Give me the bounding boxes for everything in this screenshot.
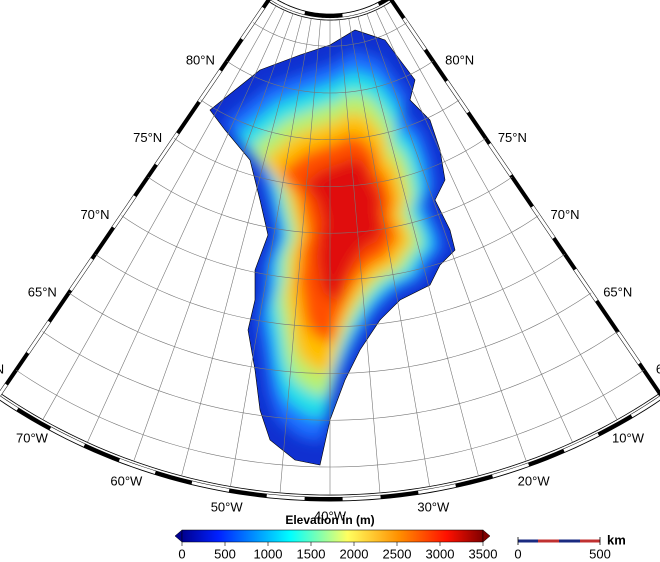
lat-label: 60°N [0, 362, 4, 377]
meridian [383, 5, 618, 420]
lon-label: 50°W [211, 500, 244, 515]
meridian [375, 10, 573, 443]
lat-label: 65°N [28, 284, 57, 299]
lon-label: 40°W [314, 508, 347, 523]
colorbar-tick-label: 1000 [254, 546, 283, 561]
lat-label: 80°N [445, 53, 474, 68]
lat-label: 75°N [498, 130, 527, 145]
lat-label: 60°N [656, 362, 660, 377]
meridian [87, 10, 285, 443]
lon-label: 20°W [518, 473, 551, 488]
colorbar-low-arrow [174, 529, 183, 543]
meridian [181, 16, 303, 476]
colorbar-tick-label: 2500 [383, 546, 412, 561]
colorbar: Elevation in (m) 0 500 1000 1500 2000 2500 300… [174, 513, 498, 561]
colorbar-ramp [181, 529, 484, 543]
meridian [230, 18, 312, 487]
meridian [279, 19, 321, 493]
scale-bar-label: 0 [514, 546, 521, 561]
scale-bar: km 0 500 [514, 532, 625, 561]
scale-bar-label: 500 [589, 546, 611, 561]
lon-label: 60°W [110, 473, 143, 488]
meridian [339, 19, 381, 493]
colorbar-tick-label: 500 [214, 546, 236, 561]
meridian [133, 13, 294, 462]
colorbar-high-arrow [482, 529, 491, 543]
frame-band-alt [0, 0, 660, 499]
colorbar-tick-label: 0 [178, 546, 185, 561]
colorbar-tick-label: 3500 [469, 546, 498, 561]
lon-label: 70°W [16, 430, 49, 445]
colorbar-tick-label: 2000 [340, 546, 369, 561]
lat-label: 70°N [551, 207, 580, 222]
graticule-labels: 60°N 60°N 65°N 65°N 70°N 70°N 75°N 75°N 80°N 80°N… [0, 53, 660, 524]
graticule [0, 0, 660, 502]
lon-label: 30°W [417, 500, 450, 515]
lon-label: 10°W [612, 430, 645, 445]
meridian [357, 16, 479, 476]
frame-border [0, 0, 660, 502]
colorbar-title: Elevation in (m) [285, 513, 374, 527]
lat-label: 65°N [603, 284, 632, 299]
lat-label: 80°N [186, 53, 215, 68]
lat-label: 75°N [133, 130, 162, 145]
colorbar-tick-label: 1500 [297, 546, 326, 561]
meridian [366, 13, 527, 462]
meridian [348, 18, 430, 487]
colorbar-tick-label: 3000 [426, 546, 455, 561]
meridian [42, 5, 277, 420]
scale-bar-unit: km [607, 532, 626, 547]
lat-label: 70°N [80, 207, 109, 222]
